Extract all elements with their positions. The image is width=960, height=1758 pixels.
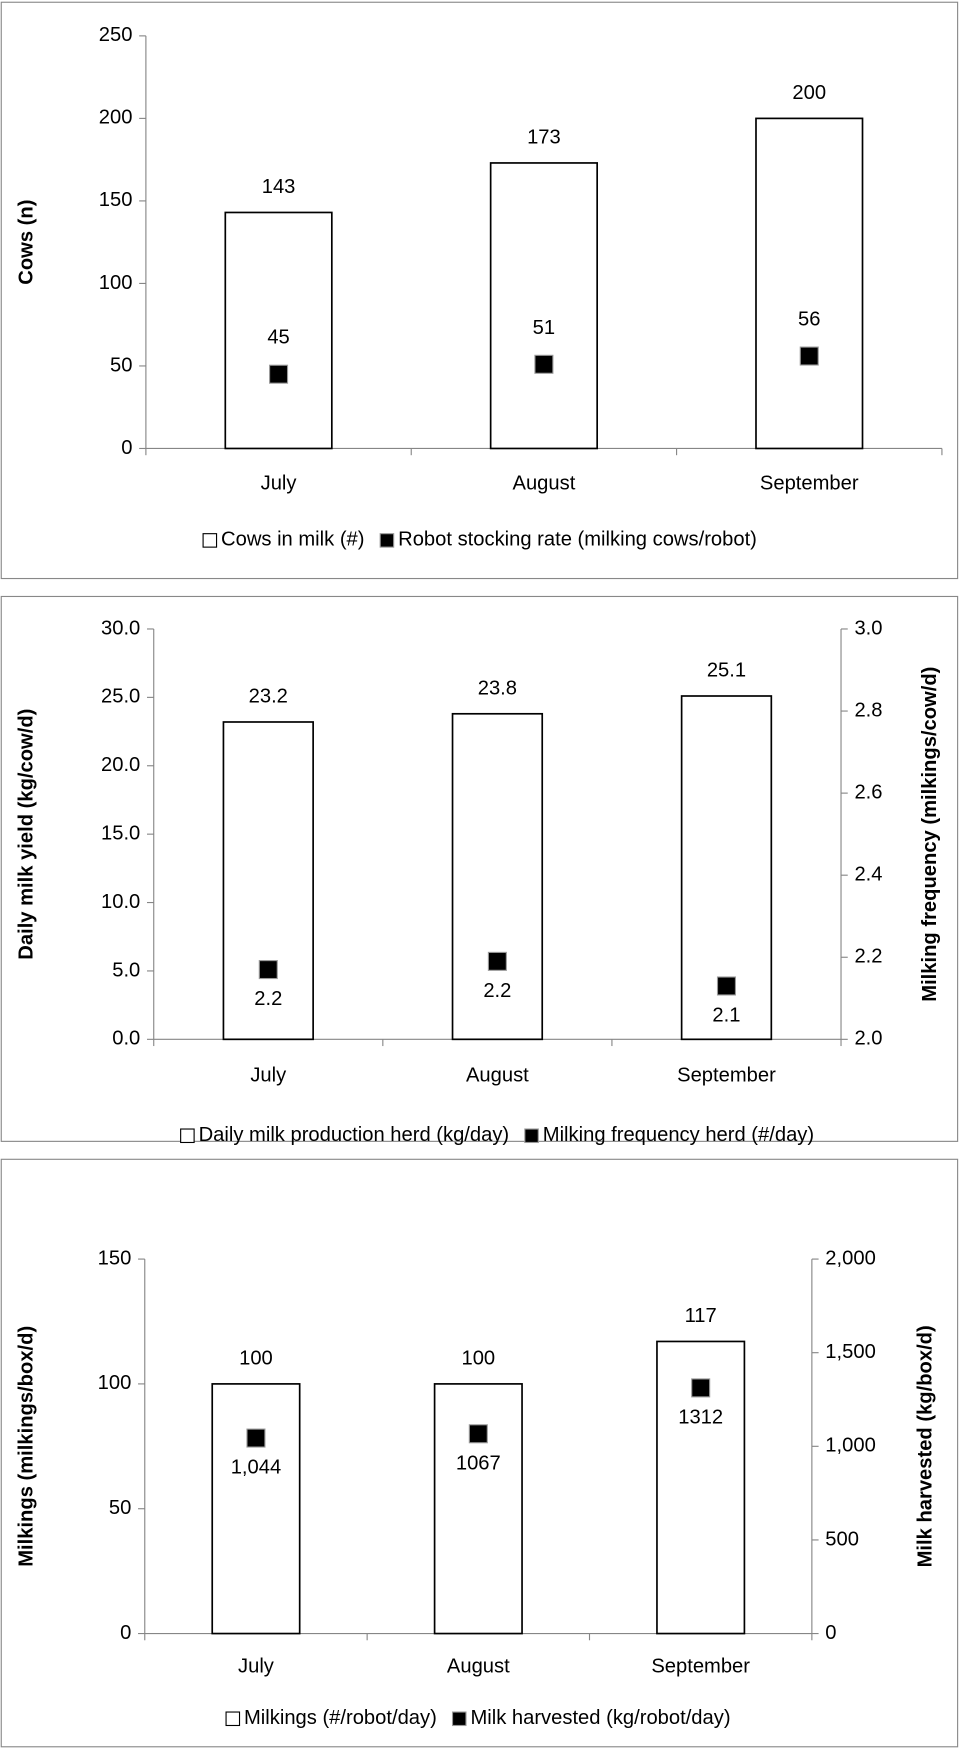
bar-value-label: 25.1 xyxy=(707,660,746,682)
marker xyxy=(246,1428,266,1448)
y-tick-label: 100 xyxy=(99,272,133,294)
x-tick-label: July xyxy=(261,473,298,495)
y-tick-label: 1,000 xyxy=(825,1435,875,1457)
y-tick-label: 0 xyxy=(120,1622,131,1644)
bar-value-label: 100 xyxy=(239,1348,273,1370)
bar xyxy=(222,721,314,1041)
bar xyxy=(755,117,864,450)
y2-axis-title: Milking frequency (milkings/cow/d) xyxy=(919,667,941,1002)
y-tick-label: 3.0 xyxy=(854,617,882,639)
marker-value-label: 2.2 xyxy=(254,988,282,1010)
bar xyxy=(224,211,333,450)
y-tick-label: 10.0 xyxy=(101,891,140,913)
x-tick-label: September xyxy=(677,1065,776,1087)
marker-value-label: 2.1 xyxy=(712,1005,740,1027)
y-tick-label: 250 xyxy=(99,24,133,46)
marker-value-label: 1067 xyxy=(456,1452,501,1474)
bar xyxy=(489,162,599,450)
bar-value-label: 117 xyxy=(685,1305,717,1327)
y-tick-label: 2.6 xyxy=(854,781,882,803)
bar-value-label: 143 xyxy=(262,176,296,198)
bar xyxy=(451,712,544,1041)
y-axis-title: Cows (n) xyxy=(15,200,37,285)
marker-value-label: 45 xyxy=(267,327,289,349)
marker xyxy=(799,346,819,366)
marker xyxy=(691,1378,711,1398)
marker-value-label: 51 xyxy=(533,317,555,339)
bar-value-label: 100 xyxy=(461,1348,495,1370)
y-tick-label: 2,000 xyxy=(825,1247,875,1269)
marker xyxy=(487,951,507,971)
marker-value-label: 56 xyxy=(798,308,820,330)
x-tick-label: September xyxy=(760,473,859,495)
y-tick-label: 150 xyxy=(99,189,133,211)
y-tick-label: 50 xyxy=(110,354,132,376)
x-tick-label: July xyxy=(250,1065,287,1087)
y-tick-label: 100 xyxy=(98,1372,132,1394)
legend-label: Milk harvested (kg/robot/day) xyxy=(470,1707,730,1729)
y-tick-label: 50 xyxy=(109,1497,131,1519)
marker xyxy=(258,960,278,980)
x-tick-label: August xyxy=(447,1656,510,1678)
y-tick-label: 0 xyxy=(825,1622,836,1644)
legend-swatch xyxy=(379,533,395,548)
bar xyxy=(211,1383,301,1635)
y-tick-label: 0.0 xyxy=(112,1028,140,1050)
y-axis-title: Milkings (milkings/box/d) xyxy=(15,1326,37,1567)
legend-label: Daily milk production herd (kg/day) xyxy=(199,1124,510,1146)
x-tick-label: September xyxy=(651,1656,750,1678)
panel-border xyxy=(0,1158,959,1748)
x-tick-label: August xyxy=(513,473,576,495)
bar-value-label: 23.8 xyxy=(478,677,517,699)
y-tick-label: 2.0 xyxy=(854,1028,882,1050)
legend-label: Milking frequency herd (#/day) xyxy=(543,1124,814,1146)
legend-label: Robot stocking rate (milking cows/robot) xyxy=(398,529,757,551)
x-tick-label: July xyxy=(238,1656,275,1678)
y-tick-label: 30.0 xyxy=(101,617,140,639)
panel-border xyxy=(0,595,959,1142)
legend-swatch xyxy=(202,533,218,548)
bar-value-label: 200 xyxy=(792,82,826,104)
y2-axis-title: Milk harvested (kg/box/d) xyxy=(915,1325,937,1567)
marker xyxy=(269,364,289,384)
marker-value-label: 2.2 xyxy=(483,980,511,1002)
y-tick-label: 2.4 xyxy=(854,864,882,886)
y-tick-label: 500 xyxy=(825,1528,859,1550)
legend-swatch xyxy=(524,1128,539,1144)
panel-border xyxy=(0,1,959,580)
bar-value-label: 23.2 xyxy=(249,686,288,708)
legend-swatch xyxy=(451,1711,467,1727)
y-tick-label: 25.0 xyxy=(101,686,140,708)
y-tick-label: 20.0 xyxy=(101,754,140,776)
marker-value-label: 1312 xyxy=(678,1406,723,1428)
y-tick-label: 2.8 xyxy=(854,699,882,721)
x-tick-label: August xyxy=(466,1065,529,1087)
y-tick-label: 200 xyxy=(99,107,133,129)
y-tick-label: 2.2 xyxy=(854,946,882,968)
legend-label: Cows in milk (#) xyxy=(221,529,364,551)
marker xyxy=(534,354,554,374)
bar xyxy=(433,1383,523,1635)
y-tick-label: 150 xyxy=(98,1247,132,1269)
y-tick-label: 1,500 xyxy=(825,1341,875,1363)
y-tick-label: 0 xyxy=(121,437,132,459)
bar-value-label: 173 xyxy=(527,127,561,149)
legend-swatch xyxy=(225,1711,241,1727)
legend-swatch xyxy=(180,1128,195,1144)
marker xyxy=(468,1424,488,1444)
y-axis-title: Daily milk yield (kg/cow/d) xyxy=(15,709,37,960)
y-tick-label: 15.0 xyxy=(101,822,140,844)
marker-value-label: 1,044 xyxy=(231,1457,281,1479)
y-tick-label: 5.0 xyxy=(112,959,140,981)
marker xyxy=(716,976,737,996)
legend-label: Milkings (#/robot/day) xyxy=(244,1707,437,1729)
